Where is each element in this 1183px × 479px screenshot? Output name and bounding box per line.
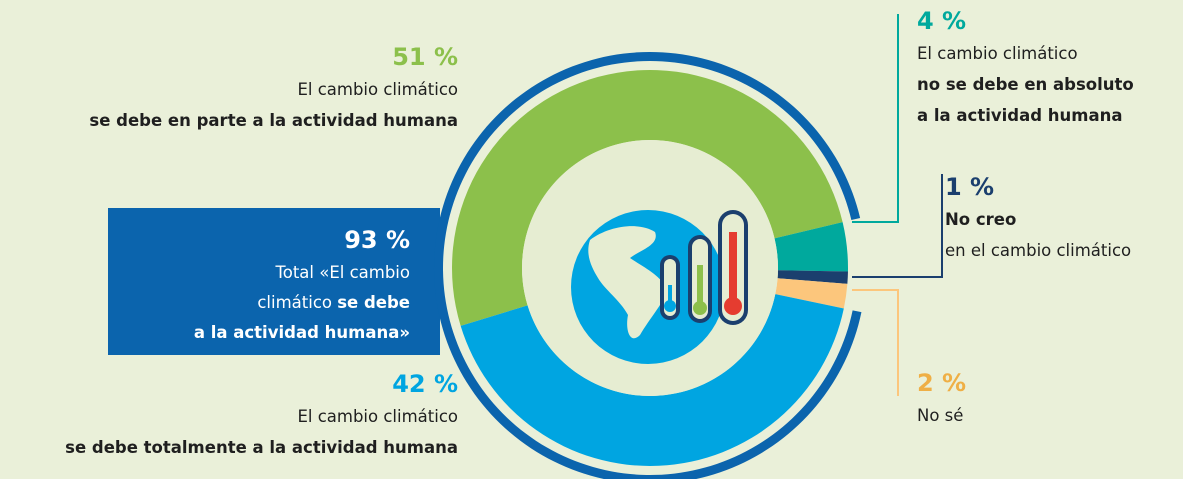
total-line: climático se debe bbox=[108, 288, 410, 318]
segment-label: no se debe en absoluto bbox=[917, 75, 1134, 94]
globe-icon bbox=[571, 210, 748, 364]
segment-value: 42 % bbox=[392, 370, 458, 398]
segment-value: 51 % bbox=[392, 43, 458, 71]
segment-value: 4 % bbox=[917, 7, 967, 35]
total-line: a la actividad humana» bbox=[193, 323, 410, 342]
donut-segment bbox=[774, 222, 848, 272]
label-1: 1 % No creo en el cambio climático bbox=[945, 170, 1131, 266]
segment-label: El cambio climático bbox=[297, 407, 458, 426]
total-line: Total «El cambio bbox=[275, 263, 410, 282]
label-2: 2 % No sé bbox=[917, 366, 966, 431]
donut-segment bbox=[460, 294, 844, 467]
leader-line bbox=[852, 174, 943, 278]
segment-label: No creo bbox=[945, 210, 1017, 229]
label-51: 51 % El cambio climático se debe en part… bbox=[89, 40, 458, 136]
segment-label: se debe en parte a la actividad humana bbox=[89, 111, 458, 130]
leader-line bbox=[852, 14, 899, 223]
donut-segment bbox=[777, 270, 848, 284]
total-text: se debe bbox=[337, 293, 410, 312]
total-box: 93 % Total «El cambio climático se debe … bbox=[108, 208, 440, 355]
total-value: 93 % bbox=[344, 226, 410, 254]
segment-label: se debe totalmente a la actividad humana bbox=[65, 438, 458, 457]
label-42: 42 % El cambio climático se debe totalme… bbox=[65, 367, 458, 463]
donut-segment bbox=[452, 70, 843, 326]
leader-line bbox=[852, 289, 899, 396]
segment-label: No sé bbox=[917, 406, 964, 425]
donut-segment bbox=[775, 278, 848, 309]
segment-value: 1 % bbox=[945, 173, 995, 201]
total-text: climático bbox=[257, 293, 338, 312]
segment-label: a la actividad humana bbox=[917, 106, 1123, 125]
segment-label: El cambio climático bbox=[917, 44, 1078, 63]
segment-label: El cambio climático bbox=[297, 80, 458, 99]
segment-value: 2 % bbox=[917, 369, 967, 397]
label-4: 4 % El cambio climático no se debe en ab… bbox=[917, 4, 1134, 131]
segment-label: en el cambio climático bbox=[945, 241, 1132, 260]
